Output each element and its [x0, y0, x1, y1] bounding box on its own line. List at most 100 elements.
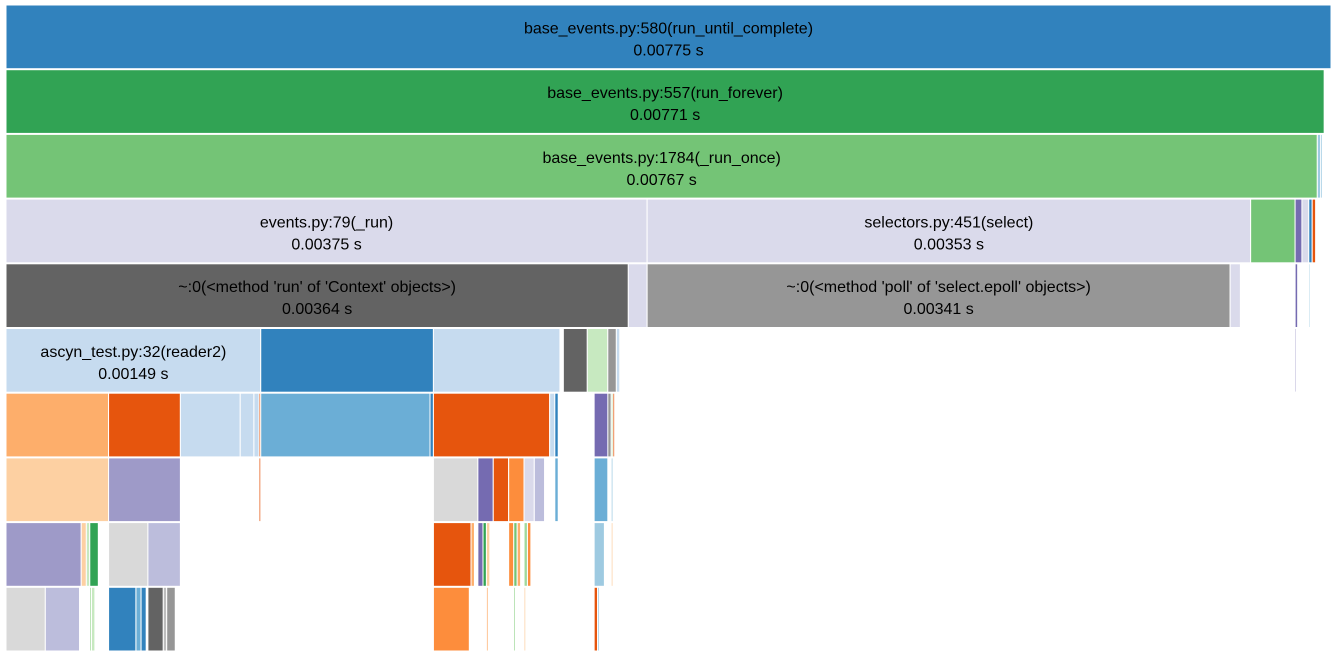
frame-label: ~:0(<method 'poll' of 'select.epoll' obj…	[786, 279, 1090, 296]
frame-cg2a1a[interactable]	[593, 586, 599, 652]
frame-rd2a1[interactable]	[108, 522, 149, 587]
frame-sel_rest[interactable]	[1229, 263, 1241, 328]
frame-cl1a2[interactable]	[470, 522, 475, 587]
frame-epoll[interactable]	[646, 263, 1231, 328]
frame-rd2a2c[interactable]	[166, 586, 176, 652]
frame-cl1d2[interactable]	[513, 522, 518, 587]
frame-rd3[interactable]	[179, 392, 241, 458]
frame-rd2a1c[interactable]	[140, 586, 147, 652]
frame-c_blue[interactable]	[260, 328, 434, 393]
frame-rd1a1a[interactable]	[5, 586, 46, 652]
frame-rd2a2b[interactable]	[162, 586, 168, 652]
frame-time-label: 0.00353 s	[914, 236, 984, 253]
frame-ctx_rest[interactable]	[627, 263, 648, 328]
frame-cl1b[interactable]	[477, 457, 494, 523]
frame-cl1b3[interactable]	[485, 522, 491, 587]
frame-cl1f[interactable]	[533, 457, 546, 523]
frame-r_e[interactable]	[1311, 198, 1317, 264]
frame-rd1a[interactable]	[5, 457, 110, 523]
frame-rd2a1a[interactable]	[108, 586, 137, 652]
frame-cg2a1b[interactable]	[597, 586, 600, 652]
frame-cl3a[interactable]	[554, 457, 559, 523]
frame-cgr1[interactable]	[607, 392, 612, 458]
frame-rd1a1b[interactable]	[44, 586, 81, 652]
frame-time-label: 0.00771 s	[630, 107, 700, 124]
frame-c_tiny[interactable]	[615, 328, 621, 393]
frame-rd1a4b[interactable]	[90, 586, 96, 652]
frame-cb1[interactable]	[260, 392, 431, 458]
frame-cl1e2[interactable]	[526, 522, 532, 587]
frame-ctx_run[interactable]	[5, 263, 629, 328]
frame-cl1d2a[interactable]	[513, 586, 516, 652]
frame-cl1b1[interactable]	[477, 522, 484, 587]
frame-label: base_events.py:580(run_until_complete)	[524, 20, 813, 37]
frame-cl1b3a[interactable]	[485, 586, 489, 652]
frame-time-label: 0.00364 s	[282, 301, 352, 318]
frame-forever[interactable]	[5, 69, 1325, 134]
frame-rd1a2[interactable]	[80, 522, 87, 587]
frame-rd1a1[interactable]	[5, 522, 82, 587]
frame-rb_leaf[interactable]	[1294, 328, 1297, 393]
frame-time-label: 0.00767 s	[627, 172, 697, 189]
frame-time-label: 0.00375 s	[291, 236, 361, 253]
frame-r_b[interactable]	[1294, 198, 1303, 264]
frame-rd2[interactable]	[108, 392, 181, 458]
frame-label: ascyn_test.py:32(reader2)	[40, 344, 226, 361]
frame-r_a[interactable]	[1250, 198, 1296, 264]
frame-label: ~:0(<method 'run' of 'Context' objects>)	[178, 279, 456, 296]
frame-cl1a1a[interactable]	[432, 586, 470, 652]
frames-layer	[5, 4, 1332, 652]
frame-rd_child[interactable]	[1308, 263, 1311, 328]
frame-cl1a[interactable]	[432, 457, 479, 523]
frame-c_green[interactable]	[586, 328, 609, 393]
frame-cl1e1[interactable]	[523, 522, 528, 587]
frame-r_c[interactable]	[1301, 198, 1310, 264]
frame-label: events.py:79(_run)	[260, 214, 393, 231]
frame-cgr2[interactable]	[610, 392, 614, 458]
frame-cl1[interactable]	[432, 392, 551, 458]
frame-f_a[interactable]	[1316, 133, 1322, 199]
frame-rb_child[interactable]	[1294, 263, 1299, 328]
frame-rd2a1b[interactable]	[135, 586, 142, 652]
frame-time-label: 0.00149 s	[98, 366, 168, 383]
frame-label: base_events.py:1784(_run_once)	[542, 150, 780, 167]
frame-runonce[interactable]	[5, 133, 1318, 199]
frame-cl1b2[interactable]	[482, 522, 487, 587]
frame-cl1d[interactable]	[508, 457, 525, 523]
frame-cb2[interactable]	[429, 392, 434, 458]
frame-rd4[interactable]	[239, 392, 255, 458]
frame-cl1e1a[interactable]	[523, 586, 527, 652]
frame-c_dgray[interactable]	[562, 328, 588, 393]
frame-time-label: 0.00775 s	[633, 42, 703, 59]
frame-cl3[interactable]	[554, 392, 559, 458]
frame-cg3a1[interactable]	[610, 522, 614, 587]
frame-label: base_events.py:557(run_forever)	[547, 85, 783, 102]
frame-cl1c[interactable]	[492, 457, 510, 523]
frame-cl1d3[interactable]	[516, 522, 522, 587]
frame-cl1e[interactable]	[523, 457, 535, 523]
frame-cg3a[interactable]	[610, 457, 614, 523]
frame-rd1[interactable]	[5, 392, 110, 458]
frame-rd1a4[interactable]	[89, 522, 99, 587]
frame-f_b[interactable]	[1320, 133, 1323, 199]
frame-cl1d1[interactable]	[508, 522, 515, 587]
frame-rd2a2a[interactable]	[147, 586, 164, 652]
frame-r_d[interactable]	[1308, 198, 1313, 264]
frame-cg2a[interactable]	[593, 457, 609, 523]
frame-rd6a[interactable]	[258, 457, 262, 523]
frame-cl2[interactable]	[549, 392, 556, 458]
frame-selector[interactable]	[646, 198, 1252, 264]
frame-rd2a2[interactable]	[147, 522, 181, 587]
frame-cl1a1[interactable]	[432, 522, 472, 587]
frame-rd1a3[interactable]	[85, 522, 91, 587]
frame-events_run[interactable]	[5, 198, 648, 264]
frame-root[interactable]	[5, 4, 1332, 70]
frame-c_gray[interactable]	[607, 328, 617, 393]
frame-cg2a1[interactable]	[593, 522, 605, 587]
frame-reader2[interactable]	[5, 328, 262, 393]
frame-c_light[interactable]	[432, 328, 561, 393]
frame-time-label: 0.00341 s	[903, 301, 973, 318]
frame-rd2a[interactable]	[108, 457, 181, 523]
frame-rd5[interactable]	[253, 392, 260, 458]
